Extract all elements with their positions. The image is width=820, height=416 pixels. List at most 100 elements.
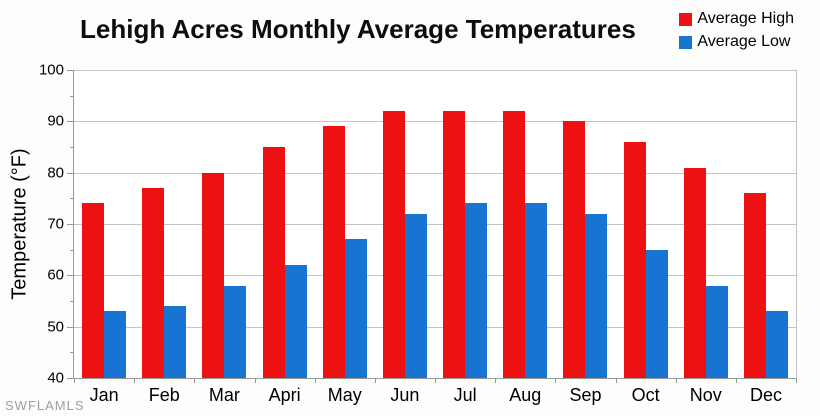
x-axis-tick-9 <box>615 378 617 383</box>
bar-average-low-may <box>344 239 367 378</box>
x-axis-tick-2 <box>194 378 196 383</box>
x-axis-label-nov: Nov <box>689 385 722 405</box>
bar-group-oct <box>616 70 676 378</box>
x-axis-label-jan: Jan <box>89 385 119 405</box>
bar-average-high-sep <box>563 121 586 378</box>
bar-average-low-sep <box>585 213 608 378</box>
y-major-tick-80 <box>67 172 74 174</box>
bar-group-jul <box>435 70 495 378</box>
x-axis-labels: Jan Feb Mar Apri May Jun Jul Aug Sep Oct Nov Dec <box>74 378 796 406</box>
legend-swatch-low <box>679 35 693 49</box>
y-axis-label-60: 60 <box>47 266 64 284</box>
y-minor-tick-85 <box>70 147 74 148</box>
bar-group-jun <box>375 70 435 378</box>
bar-group-apri <box>255 70 315 378</box>
legend-item-average-high: Average High <box>679 10 794 28</box>
y-major-tick-90 <box>67 121 74 123</box>
y-minor-tick-75 <box>70 198 74 200</box>
bar-group-aug <box>495 70 555 378</box>
x-axis-label-jun: Jun <box>390 385 420 405</box>
bar-average-high-apri <box>262 147 285 378</box>
bar-average-high-jul <box>443 111 466 378</box>
x-axis-tick-11 <box>735 378 737 383</box>
y-axis-label-80: 80 <box>47 164 64 182</box>
x-axis-label-oct: Oct <box>631 385 660 405</box>
watermark: SWFLAMLS <box>5 398 85 413</box>
gridline-80 <box>74 172 796 174</box>
bar-average-high-may <box>322 126 345 378</box>
y-minor-tick-65 <box>70 249 74 251</box>
y-major-tick-100 <box>67 70 74 71</box>
x-axis-label-dec: Dec <box>749 385 782 405</box>
bar-average-low-feb <box>164 306 187 378</box>
y-minor-tick-45 <box>70 352 74 354</box>
plot-area: 100 90 80 70 60 50 40 Jan Feb Mar Apri May Jun Jul Au… <box>39 62 797 405</box>
x-axis-label-feb: Feb <box>148 385 180 405</box>
y-major-tick-40 <box>67 378 74 379</box>
bar-average-high-aug <box>503 111 526 378</box>
bar-average-high-feb <box>142 188 165 378</box>
bar-group-feb <box>134 70 194 378</box>
bar-average-low-nov <box>705 285 728 378</box>
gridline-100 <box>74 70 796 71</box>
x-axis-tick-10 <box>675 378 677 383</box>
y-major-tick-50 <box>67 326 74 328</box>
bar-average-high-dec <box>743 193 766 378</box>
x-axis-label-aug: Aug <box>509 385 542 405</box>
x-axis-tick-0 <box>74 378 75 383</box>
y-minor-tick-55 <box>70 301 74 302</box>
bar-average-low-jun <box>404 213 427 378</box>
bar-average-low-jul <box>465 203 488 378</box>
x-axis-label-jul: Jul <box>453 385 477 405</box>
y-axis-label-50: 50 <box>47 318 64 336</box>
chart-title: Lehigh Acres Monthly Average Temperature… <box>80 14 636 44</box>
x-axis-tick-8 <box>555 378 557 383</box>
y-major-tick-60 <box>67 275 74 277</box>
x-axis-tick-6 <box>435 378 436 383</box>
x-axis-label-may: May <box>327 385 362 405</box>
gridline-90 <box>74 121 796 123</box>
y-axis-label-100: 100 <box>38 61 64 79</box>
bar-average-low-dec <box>765 311 788 378</box>
bar-average-high-jan <box>82 203 105 378</box>
bar-group-nov <box>676 70 736 378</box>
bar-average-low-jan <box>104 311 127 378</box>
bar-group-may <box>315 70 375 378</box>
x-axis-tick-1 <box>134 378 136 383</box>
x-axis-tick-12 <box>796 378 797 383</box>
bar-group-jan <box>74 70 134 378</box>
x-axis-label-apri: Apri <box>268 385 301 405</box>
bar-groups <box>74 70 796 378</box>
legend-label-low: Average Low <box>697 33 791 50</box>
y-axis-label-70: 70 <box>47 215 64 233</box>
bar-average-low-mar <box>224 285 247 378</box>
bar-average-high-oct <box>623 141 646 378</box>
bar-group-mar <box>194 70 254 378</box>
x-axis-tick-4 <box>314 378 316 383</box>
x-axis-tick-3 <box>254 378 256 383</box>
legend-label-high: Average High <box>697 10 794 27</box>
y-minor-tick-95 <box>70 95 74 97</box>
x-axis-label-mar: Mar <box>208 385 240 405</box>
bar-average-low-aug <box>525 203 548 378</box>
bar-average-high-jun <box>382 111 405 378</box>
bar-average-low-oct <box>645 249 668 378</box>
gridline-70 <box>74 224 796 225</box>
x-axis-tick-7 <box>495 378 497 383</box>
bar-group-dec <box>736 70 796 378</box>
bar-group-sep <box>555 70 615 378</box>
y-axis-label-40: 40 <box>47 369 64 387</box>
bar-average-low-apri <box>284 265 307 378</box>
bar-average-high-nov <box>683 167 706 378</box>
gridline-60 <box>74 275 796 277</box>
x-axis-label-sep: Sep <box>569 385 602 405</box>
y-axis-label-90: 90 <box>47 112 64 130</box>
legend-swatch-high <box>679 12 693 26</box>
legend: Average High Average Low <box>679 10 794 56</box>
legend-item-average-low: Average Low <box>679 33 794 51</box>
y-major-tick-70 <box>67 224 74 225</box>
x-axis-tick-5 <box>374 378 376 383</box>
bar-average-high-mar <box>202 172 225 378</box>
gridline-50 <box>74 326 796 328</box>
